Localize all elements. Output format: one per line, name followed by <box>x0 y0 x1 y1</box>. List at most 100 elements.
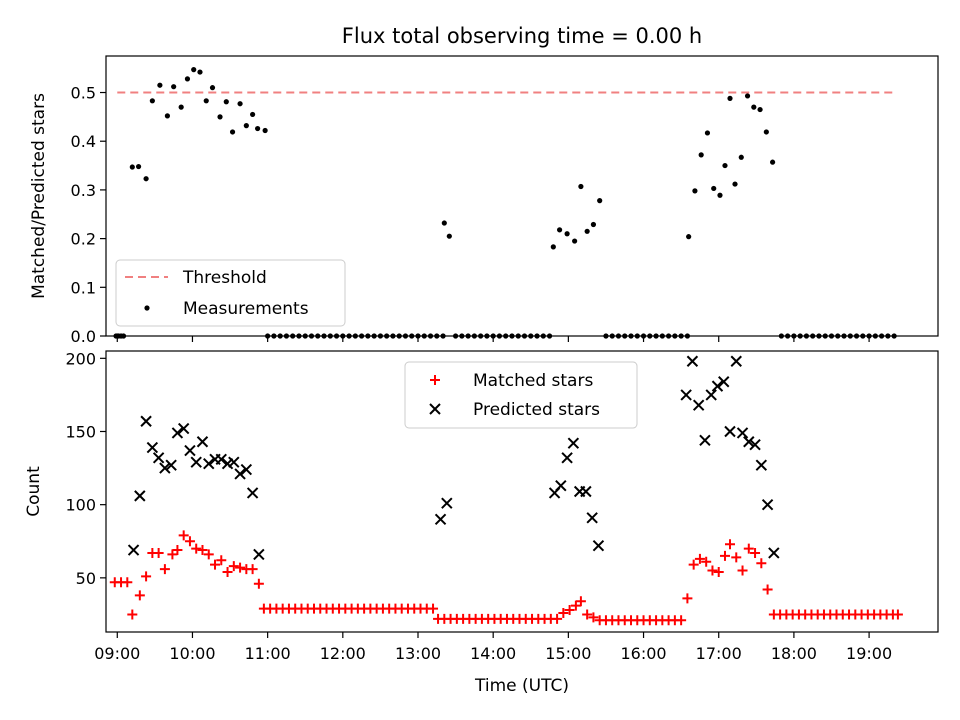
predicted-point <box>134 490 146 502</box>
data-point <box>203 98 209 104</box>
matched-point <box>558 607 569 618</box>
data-point <box>191 67 197 73</box>
data-point <box>717 192 723 198</box>
predicted-point <box>434 513 447 526</box>
matched-point <box>191 543 202 554</box>
y-tick-label: 50 <box>76 569 96 588</box>
y-tick-label: 200 <box>65 349 96 368</box>
data-point <box>223 99 229 105</box>
y-tick-label: 0.0 <box>71 327 96 346</box>
data-point <box>698 152 704 158</box>
x-tick-label: 13:00 <box>395 644 441 663</box>
matched-point <box>197 545 208 556</box>
legend-matched-label: Matched stars <box>473 371 593 391</box>
predicted-point <box>768 547 780 559</box>
data-point <box>711 185 717 192</box>
data-point <box>704 130 711 136</box>
matched-point <box>167 549 178 560</box>
data-point <box>751 104 757 110</box>
matched-point <box>216 555 227 566</box>
matched-point <box>688 559 699 570</box>
x-axis-label: Time (UTC) <box>474 676 569 696</box>
predicted-point <box>680 389 692 401</box>
plot-frame <box>105 55 939 337</box>
matched-point <box>172 545 183 556</box>
series-matched-stars <box>109 530 903 626</box>
matched-point <box>756 558 767 569</box>
y-tick-label: 0.4 <box>71 132 96 151</box>
predicted-point <box>246 487 259 499</box>
predicted-point <box>184 444 196 457</box>
legend: Matched stars Predicted stars <box>404 361 638 429</box>
data-point <box>209 85 216 91</box>
data-point <box>770 159 776 165</box>
x-tick-label: 12:00 <box>320 644 366 663</box>
matched-point <box>582 609 593 620</box>
x-tick-label: 16:00 <box>620 644 666 663</box>
matched-point <box>719 550 730 561</box>
predicted-point <box>203 457 215 470</box>
x-tick-label: 19:00 <box>846 644 892 663</box>
y-tick-label: 0.2 <box>71 230 96 249</box>
predicted-point <box>561 452 573 464</box>
data-point <box>686 234 692 240</box>
matched-point <box>222 566 233 577</box>
x-tick-label: 18:00 <box>771 644 817 663</box>
matched-point <box>731 552 742 563</box>
predicted-point <box>140 415 152 427</box>
series-predicted-stars <box>127 355 780 561</box>
legend-predicted-label: Predicted stars <box>473 400 600 420</box>
data-point <box>744 93 751 99</box>
predicted-point <box>152 452 165 464</box>
predicted-point <box>127 544 140 556</box>
y-tick-label: 150 <box>65 422 96 441</box>
data-point <box>262 127 268 134</box>
predicted-point <box>736 427 749 439</box>
predicted-point <box>592 539 605 552</box>
data-point <box>149 98 155 104</box>
predicted-point <box>159 462 171 474</box>
data-point <box>178 104 184 110</box>
y-tick-label: 0.5 <box>71 84 96 103</box>
predicted-point <box>146 441 159 454</box>
matched-point <box>707 565 718 576</box>
x-tick-label: 15:00 <box>545 644 591 663</box>
data-point <box>692 188 698 194</box>
predicted-point <box>761 498 774 511</box>
legend-box <box>404 361 638 429</box>
legend-measurements-label: Measurements <box>183 299 309 319</box>
data-point <box>732 181 738 187</box>
predicted-point <box>580 485 592 498</box>
data-point <box>572 238 578 244</box>
matched-point <box>892 609 903 620</box>
matched-point <box>588 612 599 623</box>
data-point <box>184 76 191 82</box>
x-tick-label: 14:00 <box>470 644 516 663</box>
data-point <box>255 125 261 132</box>
matched-point <box>570 600 581 611</box>
matched-point <box>725 539 735 550</box>
predicted-point <box>171 427 184 439</box>
matched-point <box>153 547 164 558</box>
matched-point <box>235 562 246 573</box>
matched-point <box>762 584 773 595</box>
data-point <box>556 227 563 233</box>
legend-box <box>115 259 346 327</box>
predicted-point <box>165 459 177 471</box>
data-point <box>197 69 203 75</box>
matched-point <box>203 549 214 560</box>
matched-point <box>713 566 724 577</box>
data-point <box>757 106 763 113</box>
data-point <box>171 84 177 90</box>
data-point <box>229 129 236 135</box>
predicted-point <box>743 436 755 448</box>
data-point <box>143 176 149 182</box>
matched-point <box>134 590 145 601</box>
matched-point <box>122 577 133 588</box>
predicted-point <box>441 497 453 509</box>
predicted-point <box>724 425 736 438</box>
matched-point <box>253 578 264 589</box>
legend-measurements-swatch <box>144 305 150 311</box>
predicted-point <box>586 512 598 524</box>
